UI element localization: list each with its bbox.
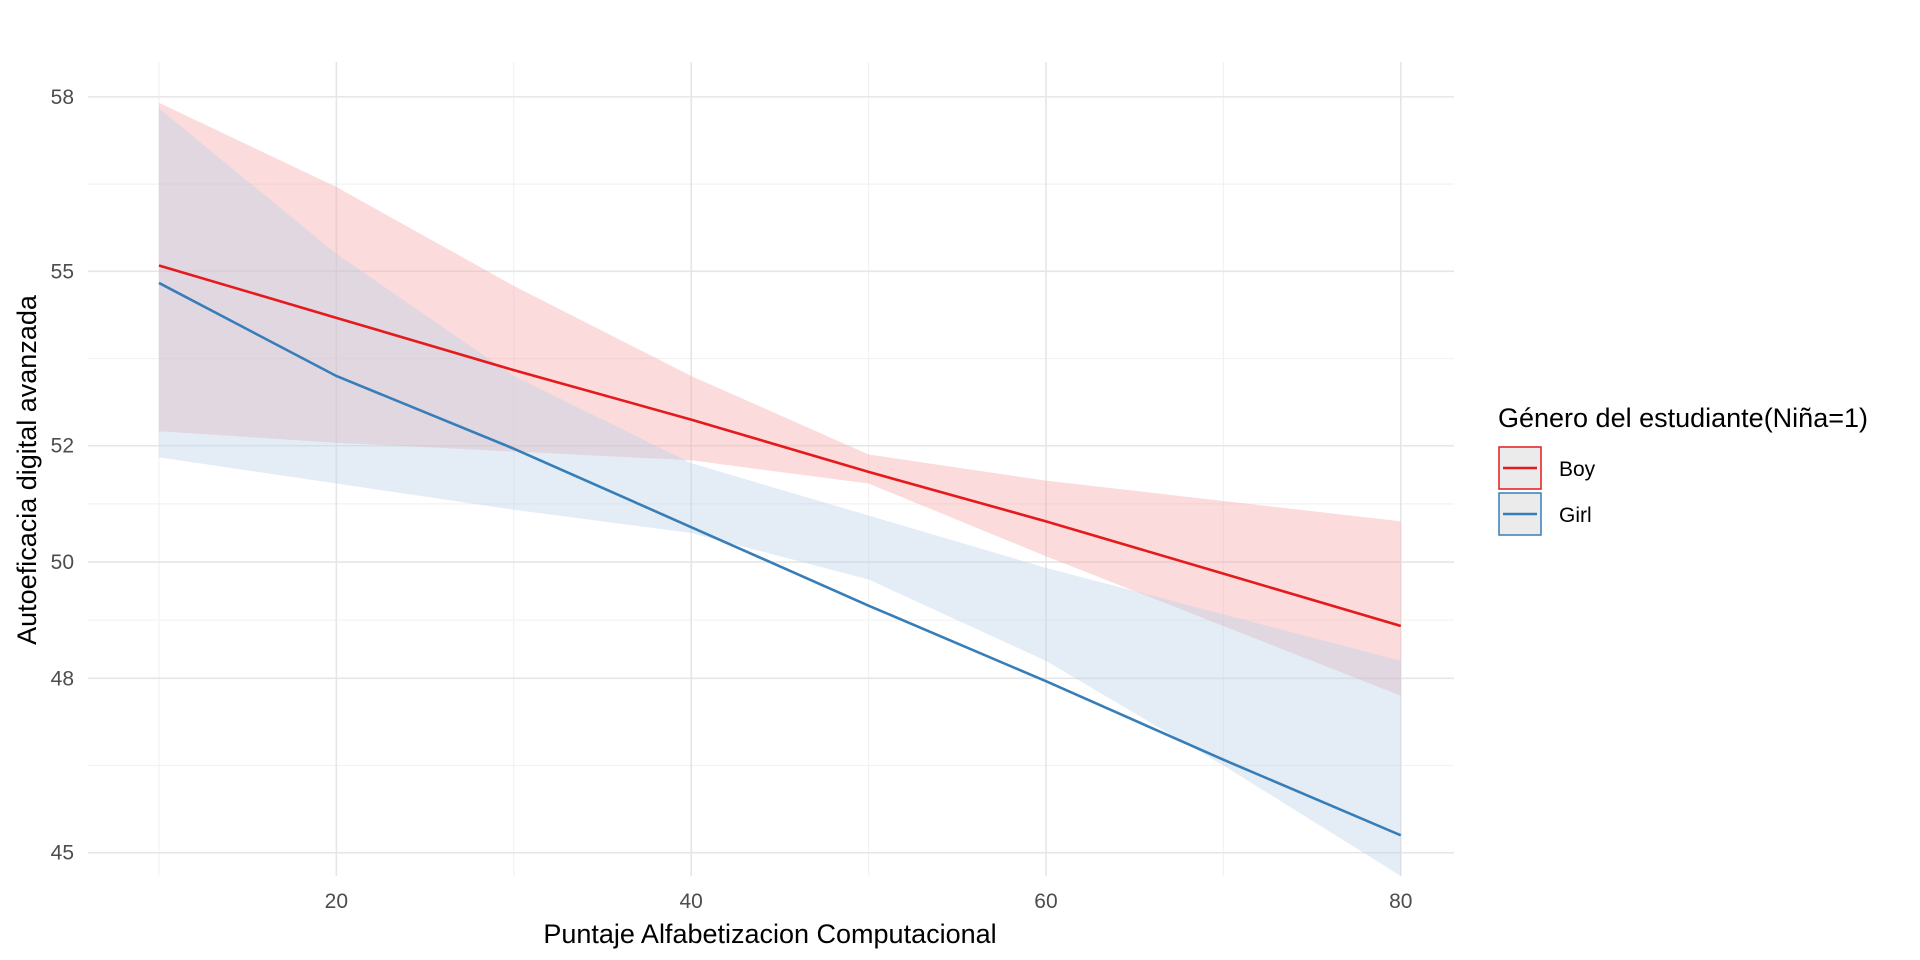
y-tick-label: 52 bbox=[51, 435, 74, 458]
y-axis-title: Autoeficacia digital avanzada bbox=[12, 294, 42, 645]
legend: Género del estudiante(Niña=1) Boy Girl bbox=[1498, 403, 1868, 536]
series-lines bbox=[158, 264, 1402, 837]
x-tick-label: 40 bbox=[679, 890, 702, 913]
x-tick-label: 20 bbox=[325, 890, 348, 913]
series-line-girl bbox=[158, 281, 1402, 837]
legend-label-boy: Boy bbox=[1559, 458, 1596, 481]
y-tick-label: 55 bbox=[51, 260, 74, 283]
legend-item-girl: Girl bbox=[1498, 492, 1592, 536]
y-axis-ticks: 45 48 50 52 55 58 bbox=[51, 86, 74, 865]
x-tick-label: 60 bbox=[1034, 890, 1057, 913]
y-tick-label: 50 bbox=[51, 551, 74, 574]
y-tick-label: 45 bbox=[51, 842, 74, 865]
confidence-band-boy bbox=[158, 102, 1401, 696]
y-tick-label: 48 bbox=[51, 667, 74, 690]
x-axis-ticks: 20 40 60 80 bbox=[325, 890, 1413, 913]
legend-title: Género del estudiante(Niña=1) bbox=[1498, 403, 1868, 433]
confidence-band-girl bbox=[158, 108, 1401, 876]
confidence-bands bbox=[158, 102, 1401, 876]
y-tick-label: 58 bbox=[51, 86, 74, 109]
grid-lines bbox=[88, 62, 1454, 876]
x-axis-title: Puntaje Alfabetizacion Computacional bbox=[543, 919, 996, 949]
x-tick-label: 80 bbox=[1389, 890, 1412, 913]
legend-item-boy: Boy bbox=[1498, 446, 1596, 490]
series-line-boy bbox=[158, 264, 1402, 628]
legend-label-girl: Girl bbox=[1559, 504, 1592, 527]
